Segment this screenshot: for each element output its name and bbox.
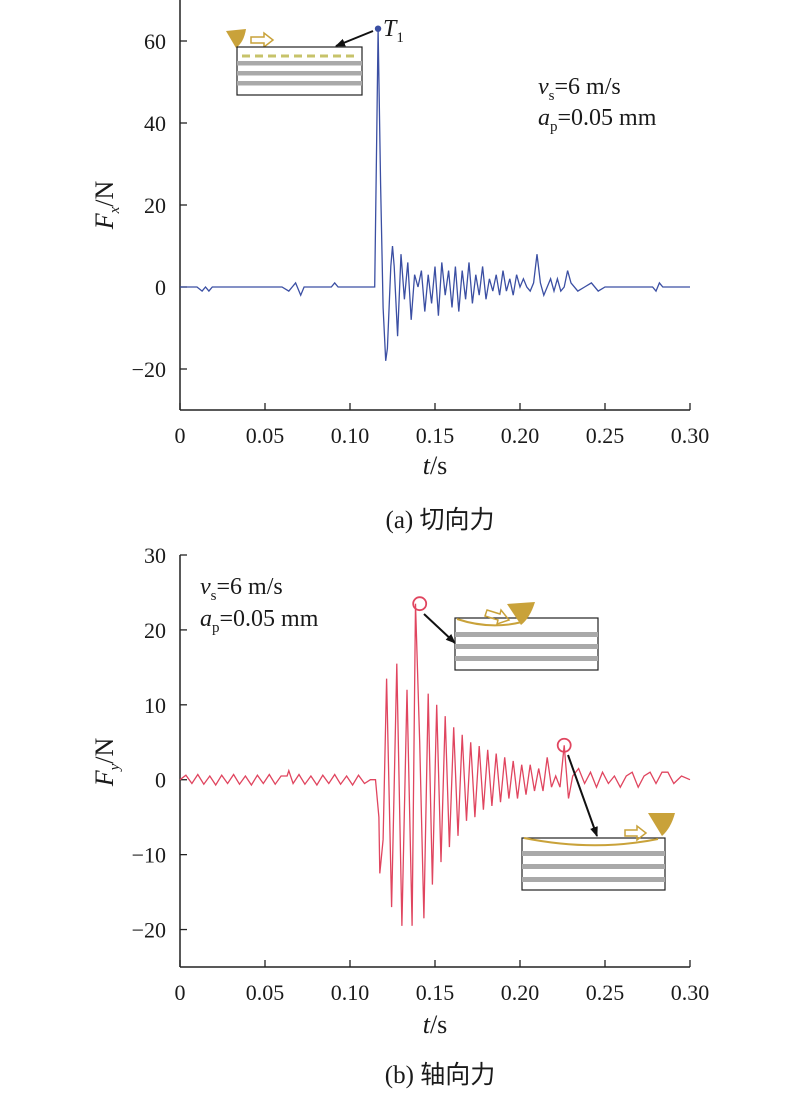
y-tick-label: 10 [144, 693, 166, 718]
x-ticks: 0 0.05 0.10 0.15 0.20 0.25 0.30 [175, 960, 710, 1005]
x-tick-label: 0.10 [331, 423, 370, 448]
grinding-tool-icon [507, 602, 535, 625]
layer-stripe [522, 864, 665, 869]
y-ticks: −20 −10 0 10 20 30 [132, 543, 187, 943]
peak-arrow [335, 30, 374, 47]
layer-stripe [455, 632, 598, 637]
series-line-fy [179, 603, 691, 926]
layer-stripe [237, 81, 362, 86]
peak-marker-t1 [374, 25, 382, 32]
x-tick-label: 0.30 [671, 980, 710, 1005]
layer-stripe [522, 851, 665, 856]
marker-arrow [567, 754, 598, 837]
peak-label-t1: T1 [383, 16, 404, 46]
chart-caption: (b) 轴向力 [385, 1061, 495, 1089]
x-tick-label: 0.30 [671, 423, 710, 448]
y-tick-label: 20 [144, 193, 166, 218]
param-ap: ap=0.05 mm [200, 606, 319, 636]
workpiece-inset-b1 [423, 602, 599, 671]
x-tick-label: 0.05 [246, 980, 285, 1005]
marker-arrow [423, 613, 456, 644]
y-tick-label: −10 [132, 843, 166, 868]
y-tick-label: −20 [132, 357, 166, 382]
x-axis-title: t/s [423, 1010, 448, 1039]
x-tick-label: 0.25 [586, 423, 625, 448]
y-axis-title: Fy/N [90, 737, 123, 787]
grinding-tool-icon [648, 813, 675, 836]
param-vs: vs=6 m/s [200, 574, 283, 604]
y-ticks: −20 0 20 40 60 [132, 29, 187, 382]
y-tick-label: 0 [155, 768, 166, 793]
layer-stripe [237, 71, 362, 76]
peak-markers [412, 596, 572, 753]
param-vs: vs=6 m/s [538, 74, 621, 104]
x-tick-label: 0.20 [501, 980, 540, 1005]
feed-arrow-icon [484, 608, 511, 626]
y-axis-title: Fx/N [90, 180, 123, 230]
x-tick-label: 0.05 [246, 423, 285, 448]
x-tick-label: 0.10 [331, 980, 370, 1005]
x-tick-label: 0.25 [586, 980, 625, 1005]
y-tick-label: 20 [144, 618, 166, 643]
ground-surface [523, 837, 659, 847]
grinding-tool-icon [226, 29, 246, 48]
peak-marker-circle [556, 737, 572, 753]
x-tick-label: 0 [175, 423, 186, 448]
parameter-text-a: vs=6 m/s ap=0.05 mm [538, 74, 657, 135]
ground-surface [456, 618, 523, 627]
workpiece-inset-a [226, 29, 363, 96]
y-tick-label: −20 [132, 918, 166, 943]
layer-stripe [455, 656, 598, 661]
y-tick-label: 0 [155, 275, 166, 300]
series-line-fx [180, 28, 690, 361]
x-tick-label: 0.15 [416, 980, 455, 1005]
x-tick-label: 0.15 [416, 423, 455, 448]
workpiece-inset-b2 [521, 754, 675, 891]
x-tick-label: 0 [175, 980, 186, 1005]
x-axis-title: t/s [423, 451, 448, 480]
param-ap: ap=0.05 mm [538, 105, 657, 135]
x-ticks: 0 0.05 0.10 0.15 0.20 0.25 0.30 [175, 403, 710, 448]
y-tick-label: 30 [144, 543, 166, 568]
layer-stripe [522, 877, 665, 882]
layer-stripe [455, 644, 598, 649]
y-tick-label: 40 [144, 111, 166, 136]
y-tick-label: 60 [144, 29, 166, 54]
feed-arrow-icon [624, 824, 648, 842]
peak-marker-circle [412, 596, 428, 612]
feed-arrow-icon [250, 31, 275, 49]
chart-caption: (a) 切向力 [386, 506, 495, 534]
layer-stripe [237, 61, 362, 66]
chart-axial-force: 0 0.05 0.10 0.15 0.20 0.25 0.30 −20−100102030 … [90, 543, 709, 1089]
peak-annotation-t1: T1 [335, 16, 404, 47]
parameter-text-b: vs=6 m/s ap=0.05 mm [200, 574, 319, 636]
x-tick-label: 0.20 [501, 423, 540, 448]
